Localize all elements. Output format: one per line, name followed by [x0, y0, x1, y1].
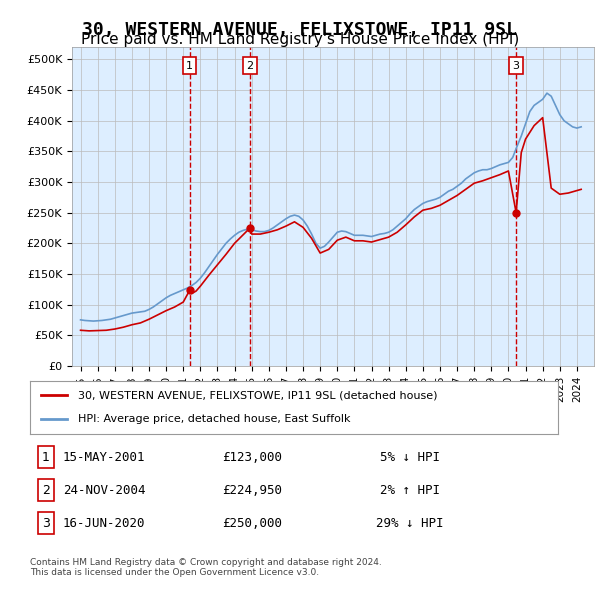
- Text: 16-JUN-2020: 16-JUN-2020: [62, 517, 145, 530]
- Text: 1: 1: [42, 451, 50, 464]
- Text: 2% ↑ HPI: 2% ↑ HPI: [380, 484, 440, 497]
- Text: £224,950: £224,950: [222, 484, 282, 497]
- Text: £250,000: £250,000: [222, 517, 282, 530]
- Text: HPI: Average price, detached house, East Suffolk: HPI: Average price, detached house, East…: [77, 414, 350, 424]
- Text: 29% ↓ HPI: 29% ↓ HPI: [376, 517, 444, 530]
- Text: 1: 1: [186, 61, 193, 71]
- Text: 5% ↓ HPI: 5% ↓ HPI: [380, 451, 440, 464]
- Text: 30, WESTERN AVENUE, FELIXSTOWE, IP11 9SL: 30, WESTERN AVENUE, FELIXSTOWE, IP11 9SL: [83, 21, 517, 39]
- Text: 3: 3: [42, 517, 50, 530]
- Text: 3: 3: [512, 61, 520, 71]
- Text: 24-NOV-2004: 24-NOV-2004: [62, 484, 145, 497]
- Text: 2: 2: [42, 484, 50, 497]
- Text: 2: 2: [247, 61, 254, 71]
- Text: 15-MAY-2001: 15-MAY-2001: [62, 451, 145, 464]
- Text: Contains HM Land Registry data © Crown copyright and database right 2024.
This d: Contains HM Land Registry data © Crown c…: [30, 558, 382, 577]
- Text: £123,000: £123,000: [222, 451, 282, 464]
- Text: Price paid vs. HM Land Registry's House Price Index (HPI): Price paid vs. HM Land Registry's House …: [81, 32, 519, 47]
- Text: 30, WESTERN AVENUE, FELIXSTOWE, IP11 9SL (detached house): 30, WESTERN AVENUE, FELIXSTOWE, IP11 9SL…: [77, 391, 437, 401]
